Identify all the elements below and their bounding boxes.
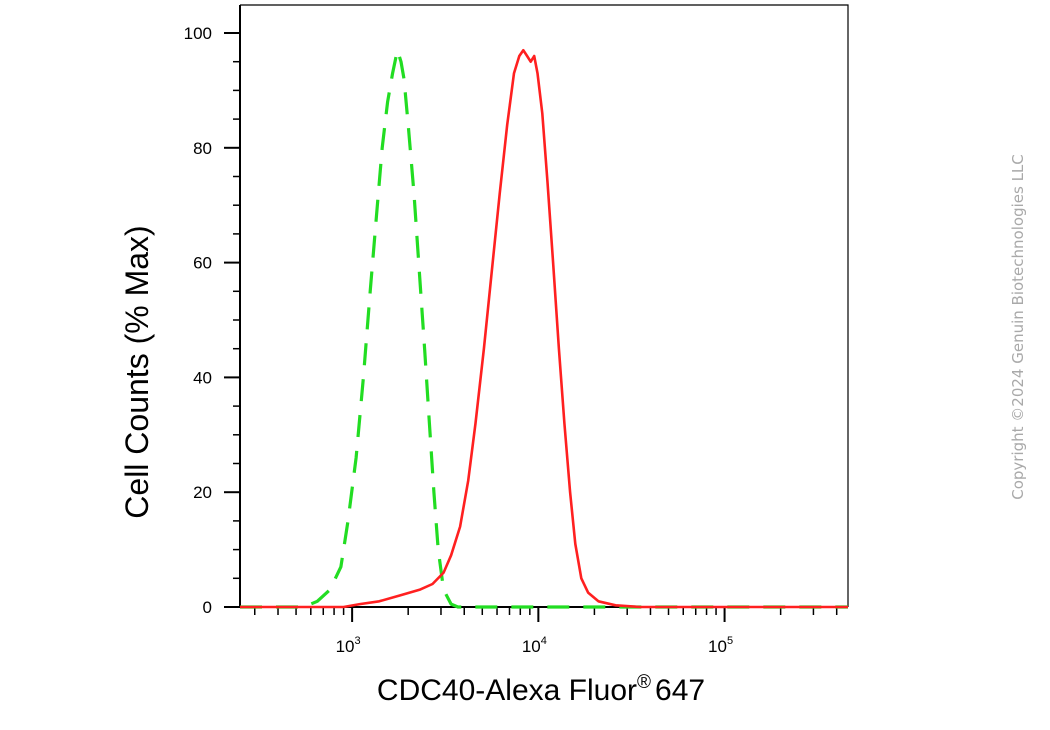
x-axis-title-tail: 647 [655, 674, 705, 707]
y-tick-label: 100 [184, 24, 212, 43]
x-tick-label: 105 [708, 635, 733, 656]
copyright-text: Copyright ©2024 Genuin Biotechnologies L… [1009, 154, 1027, 500]
x-axis: 103 104 105 [240, 606, 848, 656]
x-axis-title-main: CDC40-Alexa Fluor [377, 674, 637, 707]
x-axis-title: CDC40-Alexa Fluor® 647 [377, 672, 705, 707]
x-tick-label: 104 [522, 635, 547, 656]
x-axis-title-registered-mark: ® [637, 672, 651, 693]
plot-frame-border [240, 4, 849, 607]
series-layer [240, 48, 848, 609]
y-axis: 0 20 40 60 80 100 [184, 5, 241, 617]
y-axis-title: Cell Counts (% Max) [119, 225, 155, 518]
control-histogram-line [240, 48, 848, 609]
y-tick-label: 40 [193, 368, 212, 387]
y-tick-label: 20 [193, 483, 212, 502]
y-tick-label: 80 [193, 139, 212, 158]
x-tick-label: 103 [336, 635, 361, 656]
plot-frame [240, 4, 849, 607]
sample-histogram-line [240, 48, 848, 609]
y-tick-label: 60 [193, 254, 212, 273]
y-tick-label: 0 [203, 598, 212, 617]
